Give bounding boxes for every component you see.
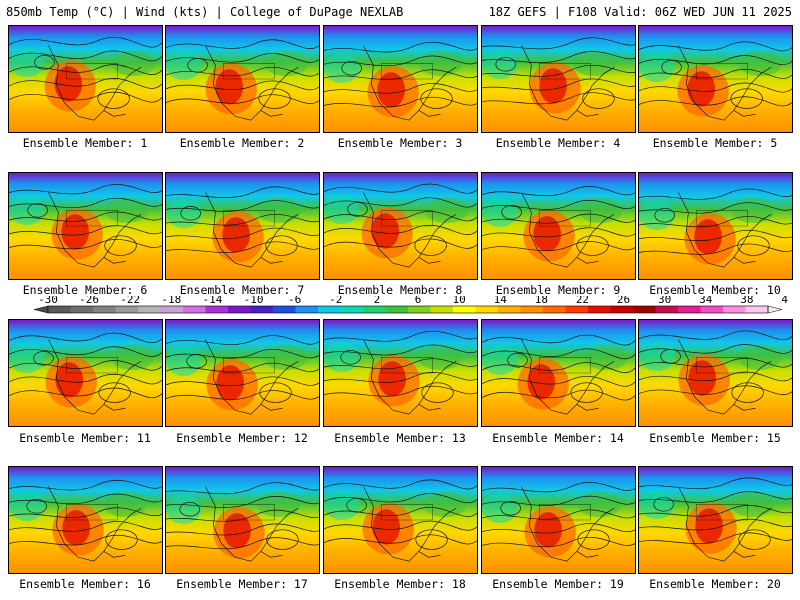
ensemble-member-label: Ensemble Member: 9 <box>495 283 621 297</box>
ensemble-member-label: Ensemble Member: 13 <box>334 431 466 445</box>
ensemble-member-map <box>638 466 793 574</box>
colorbar-min-arrow <box>33 305 49 314</box>
ensemble-member-label: Ensemble Member: 10 <box>649 283 781 297</box>
ensemble-member-map <box>638 319 793 427</box>
colorbar-tick-label: 30 <box>658 296 671 306</box>
colorbar-swatch <box>138 306 161 313</box>
colorbar-swatch <box>655 306 679 313</box>
colorbar-tick-label: -22 <box>120 296 140 306</box>
colorbar-swatch <box>228 306 251 313</box>
ensemble-member-map <box>8 466 163 574</box>
colorbar-tick-label: -14 <box>203 296 223 306</box>
map-title: 850mb Temp (°C) | Wind (kts) | College o… <box>6 5 404 19</box>
colorbar-swatch <box>250 306 274 313</box>
colorbar-tick-label: -6 <box>288 296 301 306</box>
ensemble-member-label: Ensemble Member: 17 <box>176 577 308 591</box>
colorbar-tick-label: 14 <box>494 296 508 306</box>
colorbar-tick-label: 18 <box>535 296 548 306</box>
ensemble-member-label: Ensemble Member: 6 <box>22 283 148 297</box>
colorbar-swatch <box>48 306 71 313</box>
ensemble-member-map <box>165 172 320 280</box>
ensemble-member-label: Ensemble Member: 16 <box>19 577 151 591</box>
model-valid-time: 18Z GEFS | F108 Valid: 06Z WED JUN 11 20… <box>488 5 792 19</box>
colorbar-swatch <box>295 306 319 313</box>
ensemble-member-label: Ensemble Member: 1 <box>22 136 148 150</box>
ensemble-member-label: Ensemble Member: 11 <box>19 431 151 445</box>
ensemble-member-map <box>638 25 793 133</box>
colorbar-swatch <box>678 306 701 313</box>
colorbar-tick-label: 42 <box>781 296 788 306</box>
ensemble-member-label: Ensemble Member: 15 <box>649 431 781 445</box>
colorbar-tick-label: -10 <box>244 296 264 306</box>
colorbar-swatch <box>385 306 409 313</box>
colorbar-tick-label: 34 <box>699 296 713 306</box>
colorbar-swatch <box>160 306 184 313</box>
colorbar-swatch <box>408 306 431 313</box>
ensemble-member-label: Ensemble Member: 2 <box>179 136 305 150</box>
colorbar-swatch <box>565 306 589 313</box>
colorbar-tick-label: -30 <box>38 296 58 306</box>
ensemble-member-label: Ensemble Member: 4 <box>495 136 621 150</box>
colorbar-swatch <box>520 306 544 313</box>
ensemble-member-label: Ensemble Member: 14 <box>492 431 624 445</box>
colorbar-swatch <box>610 306 634 313</box>
colorbar-swatch <box>273 306 296 313</box>
ensemble-member-label: Ensemble Member: 8 <box>337 283 463 297</box>
ensemble-member-map <box>481 466 636 574</box>
colorbar-swatch <box>723 306 746 313</box>
colorbar-swatch <box>453 306 476 313</box>
ensemble-member-map <box>8 25 163 133</box>
colorbar-tick-label: 6 <box>415 296 422 306</box>
colorbar-swatch <box>318 306 341 313</box>
ensemble-member-map <box>323 25 478 133</box>
ensemble-member-map <box>165 25 320 133</box>
temperature-colorbar: -30 -26 -22 -18 -14 -10 -6 -2 2 6 10 14 18 22 26 30 34 38… <box>33 296 788 314</box>
ensemble-member-map <box>323 466 478 574</box>
colorbar-tick-label: 26 <box>617 296 630 306</box>
colorbar-tick-label: -2 <box>329 296 342 306</box>
colorbar-swatch <box>363 306 386 313</box>
colorbar-tick-label: -26 <box>79 296 99 306</box>
colorbar-swatch <box>475 306 499 313</box>
ensemble-member-map <box>481 172 636 280</box>
colorbar-tick-label: 10 <box>452 296 465 306</box>
colorbar-swatch <box>183 306 206 313</box>
colorbar-swatch <box>70 306 94 313</box>
ensemble-member-label: Ensemble Member: 20 <box>649 577 781 591</box>
colorbar-swatch <box>340 306 364 313</box>
colorbar-swatch <box>745 306 769 313</box>
colorbar-tick-label: 38 <box>740 296 753 306</box>
ensemble-member-map <box>165 319 320 427</box>
ensemble-member-label: Ensemble Member: 19 <box>492 577 624 591</box>
ensemble-member-map <box>323 172 478 280</box>
colorbar-tick-label: 2 <box>374 296 381 306</box>
colorbar-tick-label: 22 <box>576 296 589 306</box>
colorbar-swatch <box>205 306 229 313</box>
colorbar-swatch <box>498 306 521 313</box>
ensemble-member-map <box>481 25 636 133</box>
colorbar-max-arrow <box>767 305 783 314</box>
ensemble-member-label: Ensemble Member: 18 <box>334 577 466 591</box>
colorbar-tick-label: -18 <box>161 296 181 306</box>
ensemble-member-label: Ensemble Member: 7 <box>179 283 305 297</box>
colorbar-swatch <box>430 306 454 313</box>
ensemble-member-label: Ensemble Member: 12 <box>176 431 308 445</box>
colorbar-swatch <box>633 306 656 313</box>
ensemble-member-map <box>165 466 320 574</box>
ensemble-member-map <box>8 172 163 280</box>
ensemble-member-map <box>481 319 636 427</box>
colorbar-swatch <box>93 306 116 313</box>
colorbar-swatch <box>588 306 611 313</box>
ensemble-member-label: Ensemble Member: 5 <box>652 136 778 150</box>
colorbar-swatch <box>700 306 724 313</box>
colorbar-swatch <box>543 306 566 313</box>
ensemble-member-label: Ensemble Member: 3 <box>337 136 463 150</box>
ensemble-member-map <box>8 319 163 427</box>
ensemble-member-map <box>323 319 478 427</box>
ensemble-member-map <box>638 172 793 280</box>
colorbar-swatch <box>115 306 139 313</box>
